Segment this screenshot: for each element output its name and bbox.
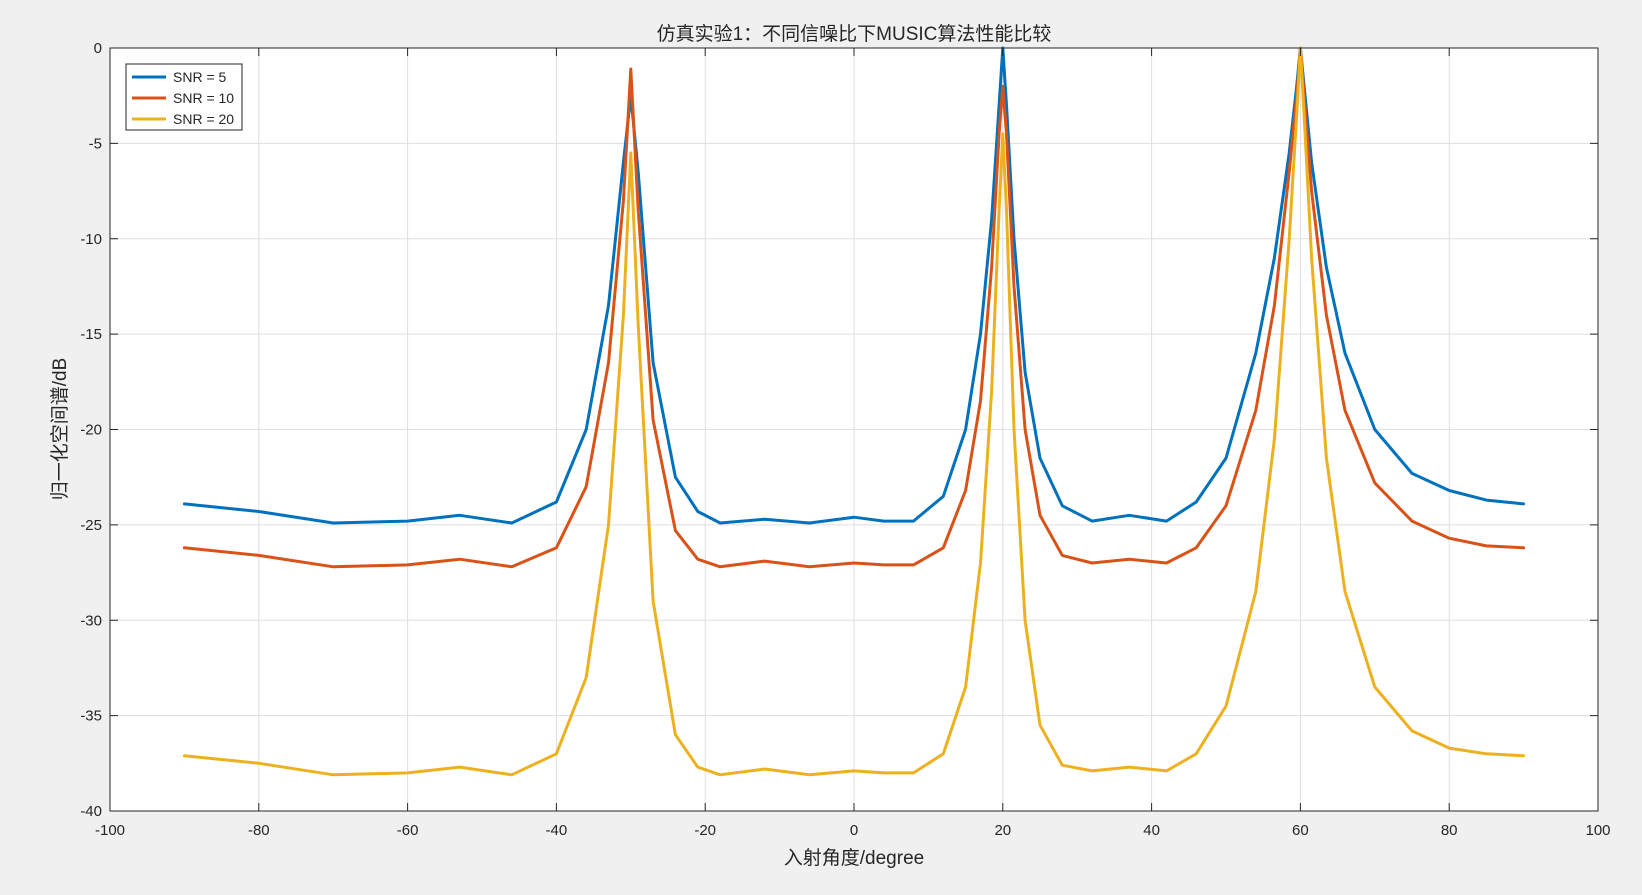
x-tick-label: 80 xyxy=(1441,822,1458,839)
x-tick-label: 40 xyxy=(1143,822,1160,839)
legend-label: SNR = 20 xyxy=(173,111,234,127)
chart-title: 仿真实验1：不同信噪比下MUSIC算法性能比较 xyxy=(657,23,1052,45)
x-tick-label: -80 xyxy=(248,822,270,839)
x-tick-label: 60 xyxy=(1292,822,1309,839)
y-tick-label: -20 xyxy=(80,422,102,439)
y-tick-label: -5 xyxy=(89,135,102,152)
y-tick-label: -30 xyxy=(80,612,102,629)
x-tick-label: -100 xyxy=(95,822,125,839)
x-tick-label: 0 xyxy=(850,822,858,839)
x-tick-label: 100 xyxy=(1585,822,1610,839)
x-axis-label: 入射角度/degree xyxy=(784,847,924,869)
y-tick-label: 0 xyxy=(94,40,102,57)
grid-lines xyxy=(110,48,1598,811)
y-axis-label: 归一化空间谱/dB xyxy=(49,358,71,501)
y-tick-label: -25 xyxy=(80,517,102,534)
axis-ticks: -100 -80 -60 -40 -20 0 20 40 60 80 100 0 -5 -10 -15 -20… xyxy=(80,40,1610,839)
y-tick-label: -35 xyxy=(80,708,102,725)
legend-label: SNR = 5 xyxy=(173,69,227,85)
x-tick-label: -40 xyxy=(546,822,568,839)
series-lines xyxy=(182,46,1526,777)
legend: SNR = 5 SNR = 10 SNR = 20 xyxy=(125,63,243,131)
legend-label: SNR = 10 xyxy=(173,90,234,106)
series-line-3 xyxy=(182,46,1526,777)
x-tick-label: -20 xyxy=(694,822,716,839)
x-tick-label: 20 xyxy=(994,822,1011,839)
y-tick-label: -40 xyxy=(80,803,102,820)
y-tick-label: -15 xyxy=(80,326,102,343)
y-tick-label: -10 xyxy=(80,231,102,248)
x-tick-label: -60 xyxy=(397,822,419,839)
